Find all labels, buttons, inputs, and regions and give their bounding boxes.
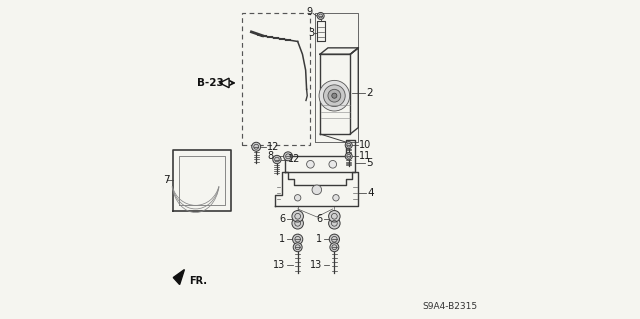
Circle shape <box>345 153 352 160</box>
Text: 13: 13 <box>273 260 285 270</box>
Text: 13: 13 <box>310 260 322 270</box>
Circle shape <box>329 234 339 244</box>
Text: 10: 10 <box>359 140 371 150</box>
Circle shape <box>323 85 345 107</box>
Circle shape <box>293 243 302 252</box>
Circle shape <box>292 211 303 222</box>
Circle shape <box>317 12 324 19</box>
Polygon shape <box>220 78 229 88</box>
Circle shape <box>312 185 321 195</box>
Polygon shape <box>173 270 184 285</box>
Circle shape <box>333 195 339 201</box>
Bar <box>242 13 310 145</box>
Circle shape <box>328 211 340 222</box>
Text: 1: 1 <box>316 234 322 244</box>
Circle shape <box>329 160 337 168</box>
Circle shape <box>328 89 340 102</box>
Circle shape <box>307 160 314 168</box>
Circle shape <box>345 142 352 149</box>
Text: B-23: B-23 <box>196 78 223 88</box>
Text: 4: 4 <box>367 188 374 198</box>
Text: 9: 9 <box>306 7 312 17</box>
Circle shape <box>328 218 340 229</box>
Text: 11: 11 <box>359 151 371 161</box>
Circle shape <box>292 234 303 244</box>
Text: S9A4-B2315: S9A4-B2315 <box>423 302 478 311</box>
Text: 6: 6 <box>280 213 285 224</box>
Circle shape <box>273 155 281 164</box>
Circle shape <box>292 218 303 229</box>
Circle shape <box>294 195 301 201</box>
Circle shape <box>284 152 292 161</box>
Circle shape <box>319 80 349 111</box>
Text: 6: 6 <box>316 213 322 224</box>
Circle shape <box>332 93 337 98</box>
Text: 2: 2 <box>366 87 373 98</box>
Text: 1: 1 <box>280 234 285 244</box>
Text: 5: 5 <box>366 158 373 168</box>
Text: 7: 7 <box>163 175 170 185</box>
Text: 3: 3 <box>308 28 314 39</box>
Circle shape <box>330 243 339 252</box>
Circle shape <box>252 142 260 151</box>
Text: 8: 8 <box>268 151 274 161</box>
Text: FR.: FR. <box>189 276 207 286</box>
Text: 12: 12 <box>288 154 300 165</box>
Text: 12: 12 <box>268 142 280 152</box>
